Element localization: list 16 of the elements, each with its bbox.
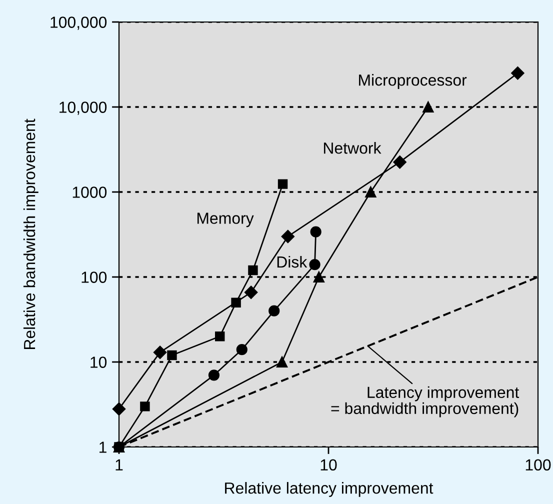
series-label: Network (324, 142, 382, 154)
y-tick-label: 100,000 (50, 16, 107, 30)
y-tick-label: 100 (82, 272, 107, 283)
y-tick-label: 10,000 (60, 102, 107, 115)
x-tick-label: 1 (116, 459, 123, 470)
x-axis-title: Relative latency improvement (225, 482, 434, 497)
series-label: Microprocessor (359, 74, 467, 89)
x-tick-label: 100 (526, 459, 551, 471)
series-label: Disk (277, 256, 308, 268)
y-tick-label: 1000 (72, 186, 107, 198)
x-tick-label: 10 (320, 459, 337, 471)
y-tick-label: 10 (90, 356, 107, 368)
y-tick-label: 1 (100, 442, 106, 453)
series-label: Memory (197, 212, 254, 228)
annotation: Latency improvement = bandwidth improvement) (331, 386, 520, 418)
y-axis-title: Relative bandwidth improvement (23, 118, 38, 350)
